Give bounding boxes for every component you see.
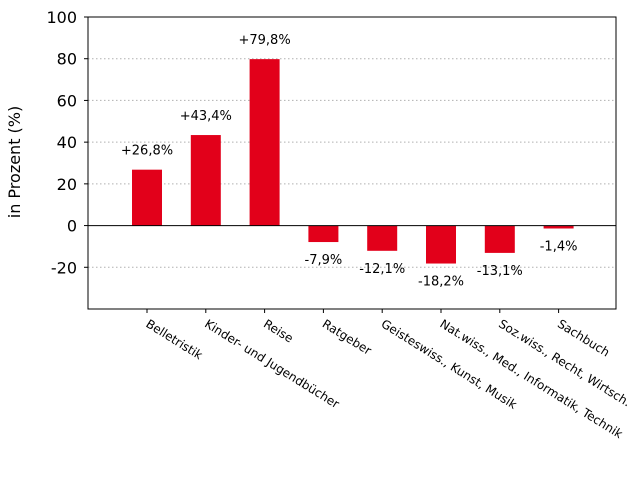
data-label: -12,1% — [359, 262, 405, 277]
x-tick-label: Ratgeber — [320, 317, 374, 358]
y-tick-label: 60 — [57, 91, 77, 110]
bar — [426, 225, 456, 264]
data-label: -1,4% — [540, 239, 578, 254]
y-tick-label: 80 — [57, 50, 77, 69]
y-tick-label: -20 — [51, 258, 77, 277]
bar — [308, 225, 339, 243]
bar — [367, 225, 398, 251]
bar — [249, 59, 280, 226]
plot-frame — [87, 16, 617, 310]
data-label: -7,9% — [305, 253, 343, 268]
bar — [543, 225, 574, 229]
y-tick-label: 40 — [57, 133, 77, 152]
y-axis-label: in Prozent (%) — [5, 106, 24, 218]
bar — [190, 135, 221, 226]
data-label: -13,1% — [477, 264, 523, 279]
data-label: +43,4% — [180, 109, 232, 124]
data-label: +26,8% — [121, 144, 173, 159]
data-label: -18,2% — [418, 275, 464, 290]
y-tick-label: 100 — [46, 8, 77, 27]
y-tick-label: 20 — [57, 175, 77, 194]
bar — [484, 225, 515, 253]
x-tick-label: Belletristik — [143, 317, 205, 363]
bar — [132, 169, 162, 226]
x-tick-label: Reise — [261, 317, 296, 346]
data-label: +79,8% — [238, 33, 290, 48]
y-tick-label: 0 — [67, 217, 77, 236]
